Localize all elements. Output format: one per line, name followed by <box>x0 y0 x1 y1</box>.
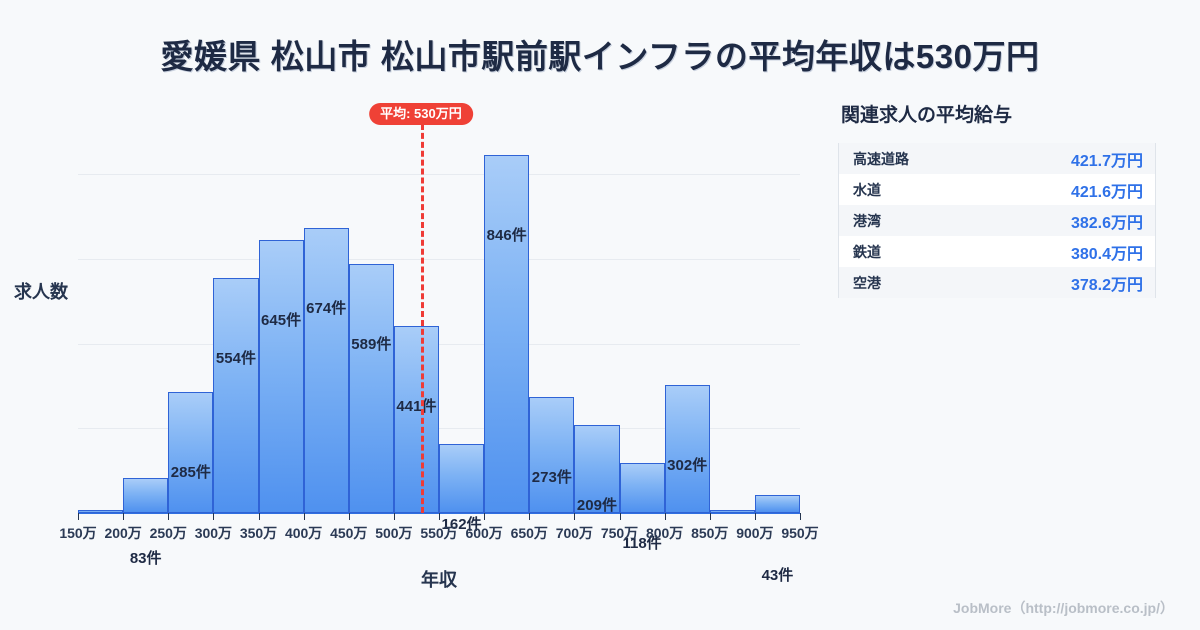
histogram-bar <box>258 239 304 513</box>
x-axis-tick-label: 850万 <box>691 525 729 541</box>
histogram-bar <box>619 463 665 513</box>
bar-value-label: 162件 <box>441 516 482 534</box>
salary-row-value: 421.7万円 <box>1070 152 1143 170</box>
salary-table-row[interactable]: 空港 378.2万円 <box>839 267 1155 298</box>
x-axis-tick <box>168 513 170 520</box>
x-axis-tick <box>303 513 305 520</box>
bar-value-label: 846件 <box>486 226 527 244</box>
salary-row-value: 421.6万円 <box>1070 183 1143 201</box>
x-axis-tick <box>574 513 576 520</box>
bar-value-label: 285件 <box>170 464 211 482</box>
histogram-bar <box>439 444 485 513</box>
x-axis-tick <box>800 513 801 520</box>
bar-value-label: 645件 <box>261 311 302 329</box>
y-axis-title: 求人数 <box>14 282 68 302</box>
page-title: 愛媛県 松山市 松山市駅前駅インフラの平均年収は530万円 <box>160 38 1040 75</box>
x-axis-tick <box>393 513 395 520</box>
bar-value-label: 118件 <box>622 535 662 553</box>
x-axis-tick <box>123 513 125 520</box>
histogram-bar <box>303 227 349 513</box>
x-axis-tick <box>439 513 440 520</box>
histogram-bar <box>348 263 394 513</box>
histogram-bar <box>754 494 800 513</box>
histogram-bar <box>709 510 755 513</box>
x-axis-tick <box>258 513 260 520</box>
x-axis-tick-label: 150万 <box>59 525 97 541</box>
histogram-bar <box>529 397 575 513</box>
x-axis-tick-label: 550万 <box>420 525 458 541</box>
histogram-bar <box>213 278 259 513</box>
x-axis-tick-label: 900万 <box>736 525 774 541</box>
x-axis-tick <box>529 513 531 520</box>
x-axis-tick-label: 600万 <box>465 525 503 541</box>
bar-value-label: 83件 <box>129 549 162 567</box>
salary-row-value: 378.2万円 <box>1070 276 1143 294</box>
salary-row-value: 380.4万円 <box>1070 245 1143 263</box>
x-axis-tick <box>619 513 621 520</box>
average-line <box>420 124 424 513</box>
x-axis-tick <box>213 513 215 520</box>
salary-row-name: 空港 <box>853 274 881 291</box>
x-axis-tick <box>709 513 711 520</box>
salary-table-row[interactable]: 高速道路 421.7万円 <box>839 143 1155 174</box>
x-axis-tick-label: 950万 <box>781 525 819 541</box>
x-axis-tick-label: 750万 <box>600 525 639 541</box>
histogram-bar <box>78 510 124 513</box>
bar-value-label: 674件 <box>306 299 347 317</box>
salary-row-name: 高速道路 <box>853 150 909 167</box>
salary-row-name: 鉄道 <box>853 243 881 260</box>
x-axis-tick-label: 200万 <box>104 525 142 541</box>
gridline <box>78 428 800 430</box>
related-salary-sidebar: 関連求人の平均給与 高速道路 421.7万円水道 421.6万円港湾 382.6万円鉄… <box>838 100 1168 298</box>
x-axis-tick-label: 250万 <box>149 525 187 541</box>
plot-area <box>78 132 800 513</box>
histogram-chart: 83件 285件 554件 645件 674件 589件 441件 162件 846件 273件 2… <box>0 90 820 630</box>
bar-value-label: 441件 <box>396 398 437 416</box>
salary-row-value: 382.6万円 <box>1070 214 1143 232</box>
x-axis-tick-label: 650万 <box>510 525 548 541</box>
x-axis-tick-label: 450万 <box>330 525 368 541</box>
gridline <box>78 174 800 176</box>
salary-table: 高速道路 421.7万円水道 421.6万円港湾 382.6万円鉄道 380.4万円空港… <box>838 143 1156 298</box>
histogram-bar <box>393 326 439 513</box>
salary-table-row[interactable]: 鉄道 380.4万円 <box>839 236 1155 267</box>
histogram-bar <box>168 392 214 513</box>
bar-value-label: 43件 <box>761 566 794 584</box>
x-axis-tick <box>754 513 756 520</box>
x-axis-tick-label: 350万 <box>239 525 278 541</box>
x-axis-tick-label: 700万 <box>555 525 594 541</box>
salary-row-name: 水道 <box>853 181 881 198</box>
bar-value-label: 589件 <box>351 335 392 353</box>
histogram-bar <box>664 385 710 513</box>
x-axis-tick <box>484 513 486 520</box>
x-axis-tick <box>78 513 79 520</box>
x-axis-tick-label: 400万 <box>284 525 323 541</box>
x-axis-title: 年収 <box>421 570 457 590</box>
x-axis-tick <box>664 513 666 520</box>
footer-credit: JobMore（http://jobmore.co.jp/） <box>953 600 1174 616</box>
gridline <box>78 259 800 260</box>
x-axis-tick <box>348 513 350 520</box>
salary-row-name: 港湾 <box>853 212 881 229</box>
bar-value-label: 554件 <box>215 350 256 368</box>
gridline <box>78 343 800 345</box>
histogram-bar <box>574 424 620 513</box>
histogram-bar <box>123 477 169 513</box>
salary-table-row[interactable]: 水道 421.6万円 <box>839 174 1155 205</box>
x-axis-tick-label: 800万 <box>645 525 684 541</box>
x-axis-tick-label: 500万 <box>375 525 413 541</box>
average-badge: 平均: 530万円 <box>369 103 473 125</box>
sidebar-title: 関連求人の平均給与 <box>841 105 1013 126</box>
x-axis-tick-label: 300万 <box>194 525 233 541</box>
bar-value-label: 273件 <box>531 469 572 487</box>
salary-table-row[interactable]: 港湾 382.6万円 <box>839 205 1155 236</box>
histogram-bar <box>484 154 530 513</box>
bar-value-label: 302件 <box>667 457 708 475</box>
bar-value-label: 209件 <box>576 496 617 514</box>
